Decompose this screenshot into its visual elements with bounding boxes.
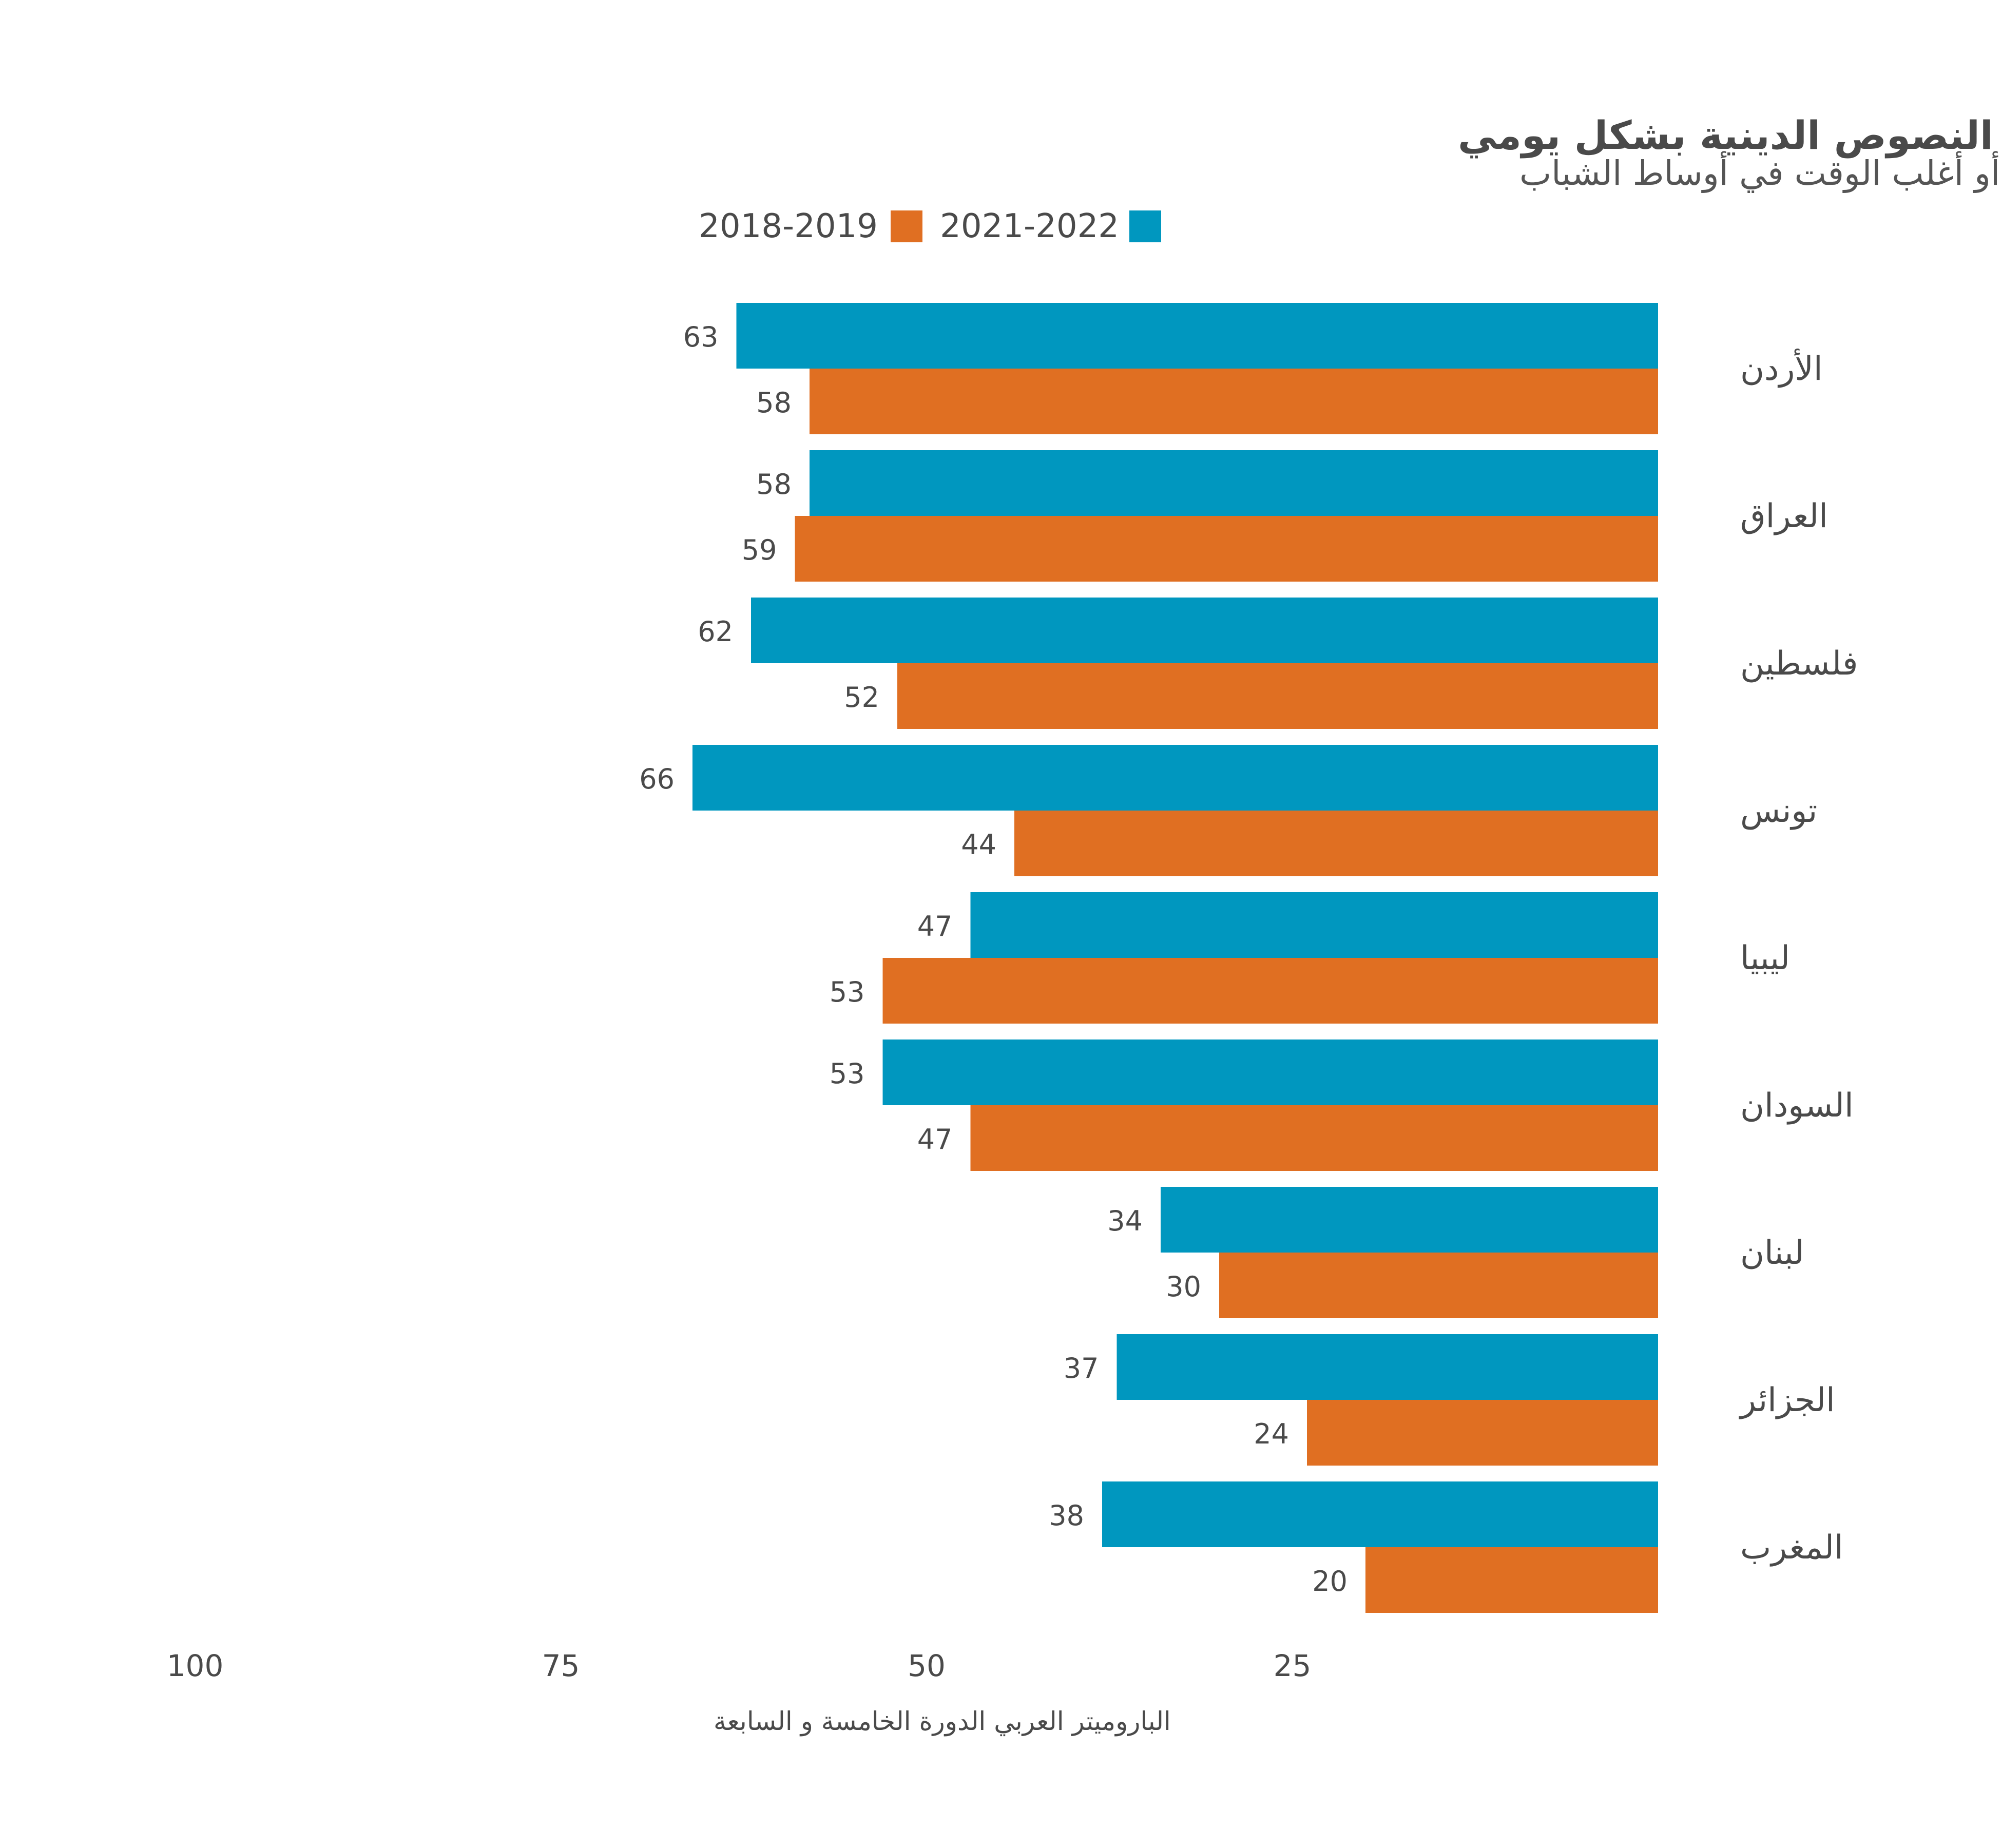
bar-2021-2022-7 [1116, 1334, 1658, 1400]
value-label-2021-2022-5: 53 [830, 1057, 865, 1090]
value-label-2021-2022-3: 66 [639, 763, 675, 795]
x-tick-label-1: 75 [542, 1648, 580, 1683]
bar-2018-2019-1 [795, 516, 1658, 582]
value-label-2021-2022-6: 34 [1107, 1205, 1143, 1237]
x-axis-ticks: 100 75 50 25 [167, 1648, 1312, 1683]
value-label-2021-2022-2: 62 [698, 615, 733, 648]
category-labels: الأردن العراق فلسطين تونس ليبيا السودان لبنان ا… [1739, 348, 1858, 1567]
value-label-2018-2019-8: 20 [1312, 1565, 1348, 1597]
bar-2021-2022-2 [751, 598, 1658, 663]
bar-2018-2019-4 [882, 958, 1658, 1024]
value-label-2018-2019-0: 58 [756, 387, 792, 419]
category-label-6: لبنان [1740, 1234, 1804, 1272]
category-label-8: المغرب [1740, 1529, 1843, 1567]
category-label-7: الجزائر [1739, 1381, 1835, 1419]
value-label-2021-2022-1: 58 [756, 468, 792, 500]
bar-2018-2019-2 [897, 663, 1658, 729]
value-label-2018-2019-5: 47 [917, 1123, 953, 1156]
bar-2021-2022-4 [970, 892, 1658, 958]
bar-2018-2019-0 [810, 369, 1658, 434]
value-label-2018-2019-1: 59 [742, 534, 777, 566]
category-label-3: تونس [1740, 792, 1817, 830]
legend-swatch-2018-2019 [891, 210, 922, 242]
value-label-2018-2019-2: 52 [844, 681, 879, 714]
value-label-2021-2022-8: 38 [1049, 1499, 1084, 1532]
category-label-5: السودان [1740, 1087, 1854, 1125]
legend-label-2021-2022: 2021-2022 [940, 207, 1119, 245]
x-tick-label-3: 25 [1274, 1648, 1312, 1683]
category-label-0: الأردن [1740, 348, 1823, 388]
category-label-4: ليبيا [1740, 939, 1790, 977]
bar-2018-2019-7 [1307, 1400, 1658, 1466]
chart-title: الاطلاع أو الاستماع إلى النصوص الدينية ب… [1458, 110, 2002, 159]
bar-2021-2022-0 [736, 303, 1658, 369]
value-label-2018-2019-7: 24 [1254, 1418, 1289, 1450]
value-label-2018-2019-3: 44 [961, 829, 996, 861]
bar-2021-2022-3 [692, 745, 1658, 811]
bars [692, 303, 1658, 1613]
value-label-2021-2022-0: 63 [683, 321, 719, 353]
value-label-2021-2022-4: 47 [917, 910, 953, 942]
value-label-2021-2022-7: 37 [1064, 1352, 1099, 1384]
bar-2018-2019-8 [1365, 1547, 1658, 1613]
legend-label-2018-2019: 2018-2019 [699, 207, 878, 245]
value-label-2018-2019-6: 30 [1166, 1270, 1201, 1303]
bar-2018-2019-6 [1219, 1253, 1658, 1318]
bar-2018-2019-5 [970, 1105, 1658, 1171]
bar-2018-2019-3 [1014, 811, 1658, 876]
bar-2021-2022-6 [1161, 1187, 1658, 1253]
value-label-2018-2019-4: 53 [830, 976, 865, 1008]
legend: 2021-2022 2018-2019 [699, 207, 1161, 245]
source-note: الباروميتر العربي الدورة الخامسة و الساب… [714, 1706, 1171, 1737]
x-tick-label-0: 100 [167, 1648, 224, 1683]
bar-2021-2022-5 [882, 1040, 1658, 1105]
value-labels: 63 58 58 59 62 52 66 44 47 53 53 47 34 30 37 24 38 20 [639, 321, 1348, 1597]
bar-2021-2022-1 [810, 450, 1658, 516]
chart-subtitle: من يقولون بأنهم يفعلون هذا دائماً أو أغل… [1519, 149, 2002, 193]
category-label-2: فلسطين [1740, 645, 1858, 683]
bar-2021-2022-8 [1102, 1481, 1658, 1547]
category-label-1: العراق [1740, 497, 1828, 535]
x-tick-label-2: 50 [908, 1648, 946, 1683]
legend-swatch-2021-2022 [1129, 210, 1161, 242]
